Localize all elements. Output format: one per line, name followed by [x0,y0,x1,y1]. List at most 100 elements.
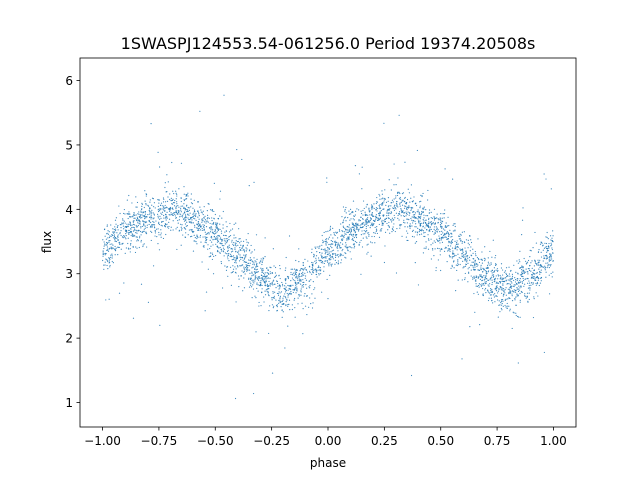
data-point [519,278,521,280]
data-point [251,275,253,277]
data-point [271,282,273,284]
data-point [151,226,153,228]
data-point [514,281,517,283]
data-point [362,237,364,239]
data-point [290,293,292,295]
data-point [506,302,508,305]
data-point [191,228,193,231]
data-point [121,243,123,245]
data-point [524,295,526,297]
data-point [264,275,266,277]
data-point [256,282,258,284]
data-point [428,209,431,211]
data-point [249,249,251,251]
data-point [103,245,105,247]
data-point [178,213,180,215]
data-point [158,208,160,210]
data-point [141,220,144,222]
data-point [196,234,198,236]
data-point [256,258,258,260]
data-point [384,198,386,200]
data-point [538,249,540,251]
data-point [234,242,236,244]
data-point [254,295,256,297]
data-point [312,281,314,283]
data-point [520,290,522,293]
data-point [441,217,443,219]
data-point [372,223,374,225]
data-point [162,201,165,203]
data-point [330,264,332,266]
data-point [521,234,523,236]
data-point [327,261,329,263]
data-point [522,275,524,278]
data-point [352,200,355,202]
data-point [439,224,442,226]
data-point [180,209,182,211]
data-point [165,223,167,226]
data-point [302,286,305,288]
data-point [363,222,365,224]
data-point [279,264,281,267]
data-point [269,305,271,307]
data-point [500,300,503,302]
data-point [128,213,130,215]
data-point [315,259,317,261]
data-point [330,245,332,247]
data-point [349,246,352,248]
data-point [114,237,116,239]
data-point [252,274,254,276]
data-point [133,214,135,216]
data-point [418,222,420,224]
data-point [371,222,373,224]
data-point [119,241,121,243]
data-point [195,219,197,221]
data-point [485,280,487,283]
data-point [212,231,214,233]
data-point [545,276,547,278]
data-point [436,217,438,219]
data-point [497,269,499,272]
data-point [185,219,187,222]
data-point [232,268,235,270]
data-point [457,264,459,266]
data-point [332,256,334,258]
data-point [499,311,501,313]
data-point [136,236,138,238]
data-point [406,218,408,220]
data-point [300,290,302,292]
data-point [294,297,296,300]
data-point [178,229,181,231]
data-point [458,235,460,237]
data-point [368,208,370,210]
data-point [258,301,260,304]
data-point [510,290,512,292]
data-point [144,213,147,215]
data-point [370,255,372,257]
data-point [375,218,377,220]
data-point [297,277,299,279]
data-point [398,114,400,116]
data-point [157,213,159,215]
data-point [342,230,344,233]
data-point [453,255,455,258]
data-point [347,250,349,252]
data-point [219,242,221,244]
data-point [209,209,212,211]
data-point [139,230,142,233]
data-point [349,228,351,230]
data-point [152,265,155,267]
data-point [329,227,331,229]
data-point [482,293,484,295]
data-point [352,229,355,231]
data-point [443,236,445,238]
data-point [467,281,469,283]
data-point [489,250,491,253]
data-point [125,247,127,249]
data-point [268,294,270,297]
data-point [503,280,505,283]
data-point [542,266,545,268]
data-point [415,240,418,243]
data-point [303,268,305,270]
data-point [141,231,143,233]
